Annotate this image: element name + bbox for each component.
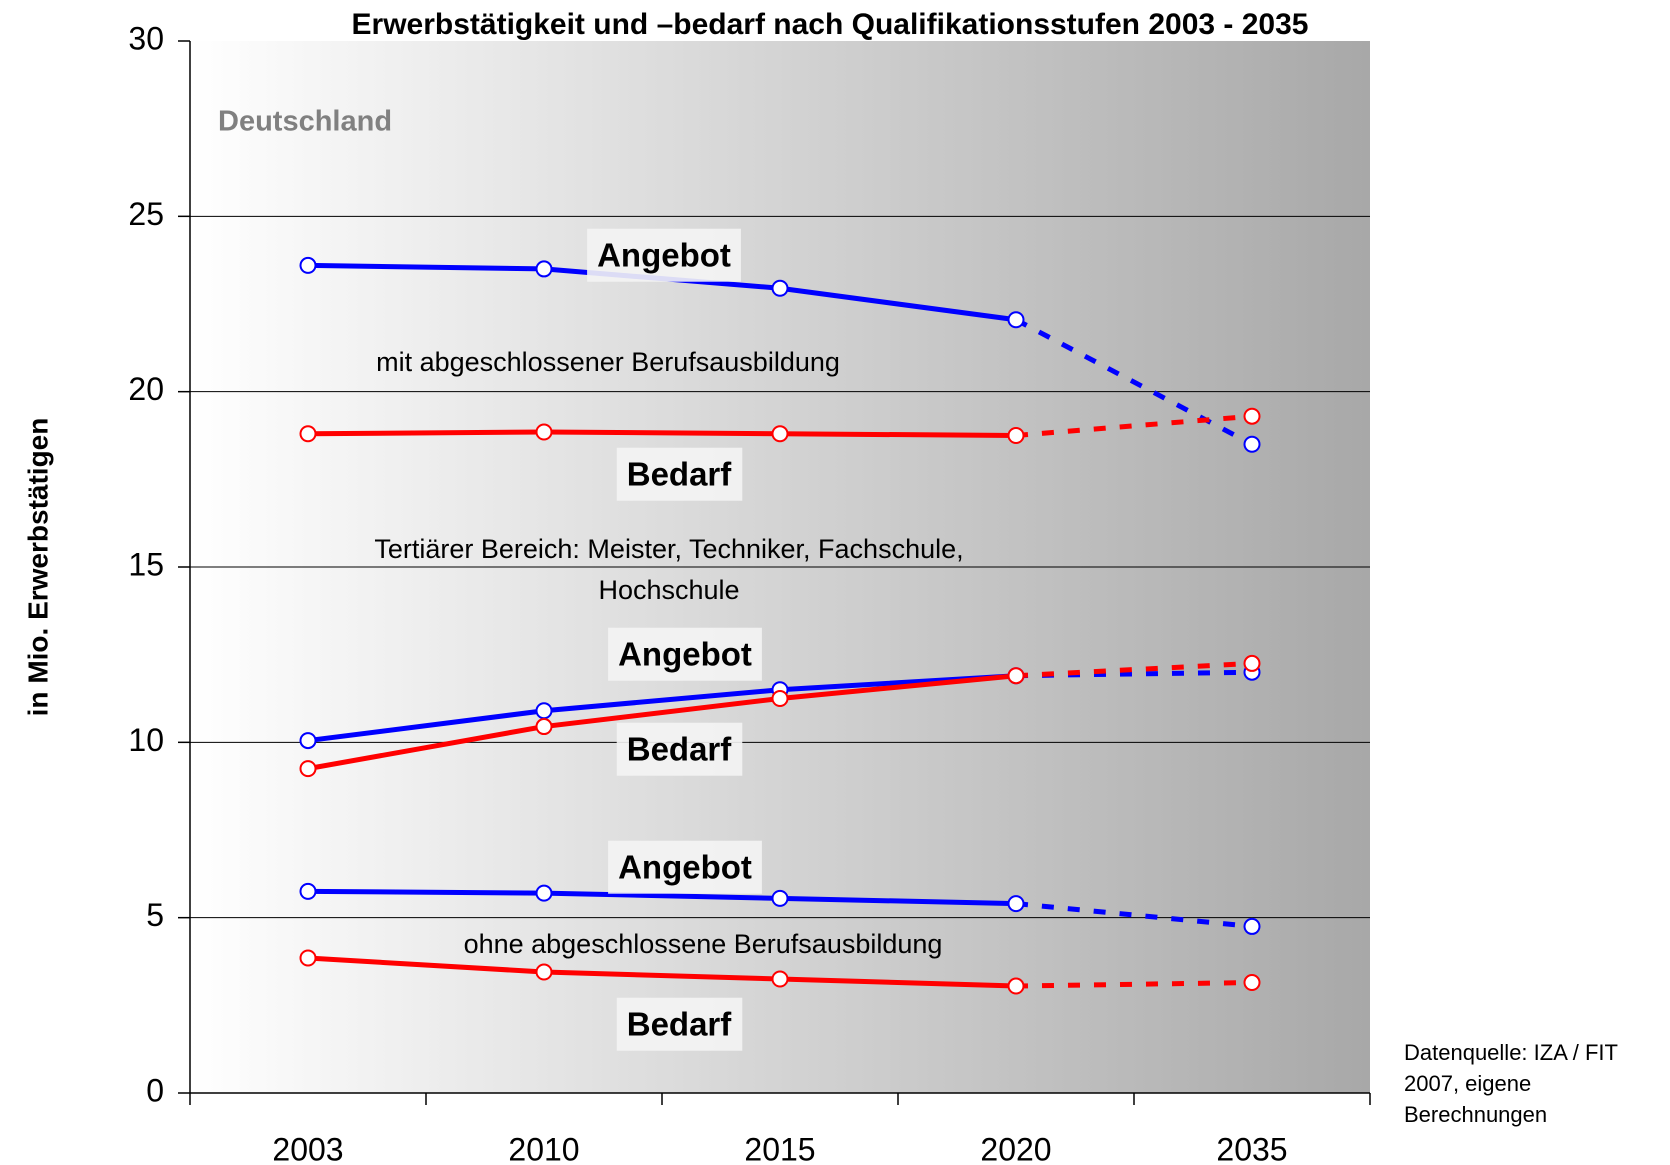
marker bbox=[1007, 667, 1025, 685]
marker bbox=[1243, 654, 1261, 672]
marker bbox=[1007, 427, 1025, 444]
x-tick-label: 2020 bbox=[980, 1131, 1051, 1165]
line bbox=[307, 888, 1017, 907]
annotation: mit abgeschlossener Berufsausbildung bbox=[376, 347, 840, 377]
marker bbox=[535, 260, 553, 278]
marker bbox=[771, 279, 789, 297]
marker bbox=[1007, 895, 1025, 913]
marker bbox=[771, 425, 789, 443]
annotation: Hochschule bbox=[598, 575, 739, 605]
series-label: Angebot bbox=[618, 636, 752, 673]
projection-line bbox=[1014, 317, 1254, 447]
y-tick-label: 25 bbox=[128, 196, 164, 232]
series-label: Bedarf bbox=[627, 1006, 733, 1043]
label-box bbox=[616, 447, 743, 501]
label-box bbox=[587, 228, 741, 282]
y-tick-label: 15 bbox=[128, 546, 164, 582]
x-tick-label: 2010 bbox=[508, 1131, 579, 1165]
marker bbox=[535, 423, 553, 441]
y-tick-label: 5 bbox=[146, 897, 164, 933]
marker bbox=[1243, 435, 1261, 453]
marker bbox=[299, 256, 317, 274]
source-note: Datenquelle: IZA / FIT bbox=[1404, 1040, 1618, 1065]
marker bbox=[299, 425, 317, 443]
line bbox=[307, 429, 1017, 438]
source-note: Berechnungen bbox=[1404, 1102, 1547, 1127]
chart-title: Erwerbstätigkeit und –bedarf nach Qualif… bbox=[352, 8, 1309, 41]
marker bbox=[535, 963, 553, 981]
marker bbox=[771, 970, 789, 988]
marker bbox=[299, 760, 317, 778]
marker bbox=[535, 884, 553, 902]
series-label: Angebot bbox=[597, 237, 731, 274]
x-tick-label: 2003 bbox=[272, 1131, 343, 1165]
series-label: Angebot bbox=[618, 849, 752, 886]
label-box bbox=[616, 997, 743, 1051]
label-box bbox=[608, 840, 762, 894]
label-box bbox=[616, 722, 743, 776]
annotation: ohne abgeschlossene Berufsausbildung bbox=[464, 929, 943, 959]
y-tick-label: 10 bbox=[128, 722, 164, 758]
marker bbox=[1243, 974, 1261, 992]
y-tick-label: 20 bbox=[128, 371, 164, 407]
marker bbox=[1243, 407, 1261, 425]
marker bbox=[1007, 977, 1025, 995]
label-box bbox=[608, 627, 762, 681]
source-note: 2007, eigene bbox=[1404, 1071, 1531, 1096]
x-tick-label: 2015 bbox=[744, 1131, 815, 1165]
annotation: Tertiärer Bereich: Meister, Techniker, F… bbox=[374, 534, 963, 564]
y-axis-label: in Mio. Erwerbstätigen bbox=[22, 418, 53, 717]
line bbox=[307, 673, 1017, 772]
series-label: Bedarf bbox=[627, 731, 733, 768]
marker bbox=[535, 702, 553, 720]
marker bbox=[299, 732, 317, 750]
marker bbox=[1007, 311, 1025, 329]
y-tick-label: 0 bbox=[146, 1072, 164, 1108]
line bbox=[307, 673, 1017, 744]
line bbox=[307, 955, 1017, 989]
marker bbox=[771, 690, 789, 707]
subtitle: Deutschland bbox=[218, 106, 392, 138]
marker bbox=[299, 949, 317, 967]
marker bbox=[535, 718, 553, 736]
y-tick-label: 30 bbox=[128, 20, 164, 56]
x-tick-label: 2035 bbox=[1216, 1131, 1287, 1165]
series-label: Bedarf bbox=[627, 456, 733, 493]
marker bbox=[1243, 917, 1261, 935]
marker bbox=[771, 889, 789, 907]
marker bbox=[299, 882, 317, 900]
